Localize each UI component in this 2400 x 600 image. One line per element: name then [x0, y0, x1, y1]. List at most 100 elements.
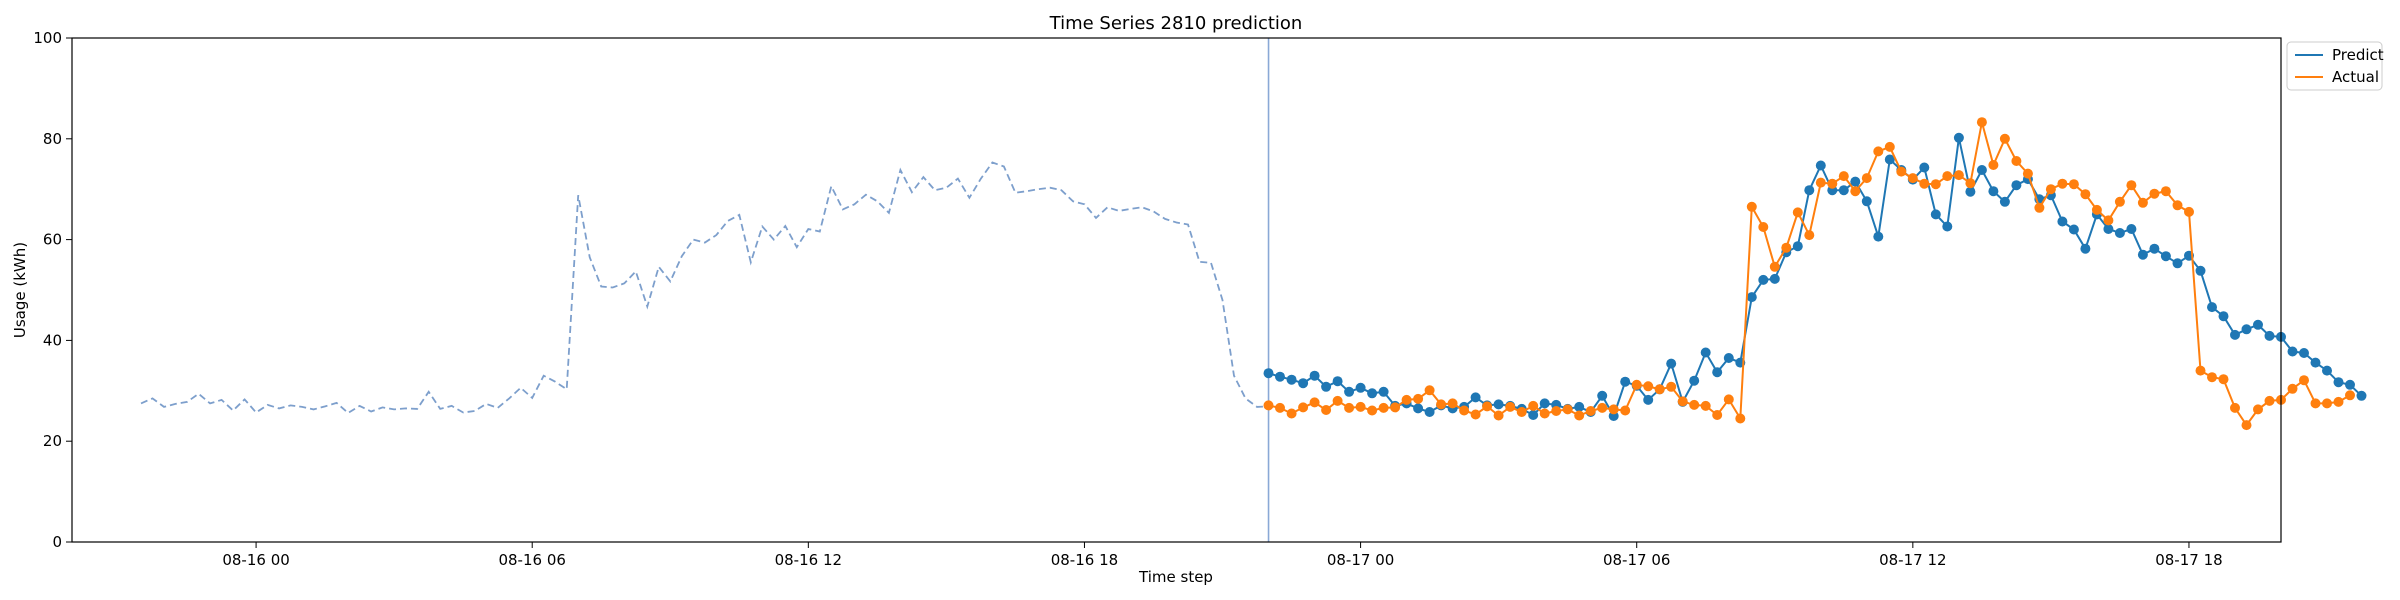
- predict-point: [1723, 353, 1734, 363]
- plot-frame: [71, 37, 2282, 543]
- actual-point: [2011, 156, 2022, 166]
- actual-point: [1723, 394, 1734, 405]
- predict-point: [2333, 377, 2344, 388]
- predict-point: [2149, 243, 2160, 254]
- actual-point: [1988, 160, 1999, 170]
- actual-point: [1953, 170, 1964, 181]
- predict-point: [1286, 374, 1297, 385]
- x-tick-label: 08-17 06: [1603, 551, 1670, 569]
- predict-point: [1930, 209, 1941, 220]
- predict-point: [1792, 241, 1803, 252]
- actual-point: [1815, 177, 1826, 188]
- predict-point: [1700, 347, 1711, 358]
- predict-point: [1413, 403, 1424, 414]
- actual-point: [1781, 242, 1792, 253]
- actual-point: [1746, 201, 1757, 212]
- predict-point: [1953, 132, 1964, 143]
- legend-predict-label: Predict: [2332, 46, 2384, 64]
- actual-point: [1436, 399, 1447, 410]
- actual-point: [2310, 398, 2321, 409]
- actual-point: [1516, 407, 1527, 417]
- predict-point: [1344, 386, 1355, 397]
- predict-point: [2068, 224, 2079, 235]
- predict-point: [1850, 176, 1861, 187]
- predict-point: [1758, 274, 1769, 285]
- predict-point: [2137, 249, 2148, 260]
- actual-point: [1413, 393, 1424, 404]
- predict-point: [2172, 258, 2183, 269]
- predict-point: [2218, 311, 2229, 322]
- predict-point: [1539, 398, 1550, 409]
- y-tick-label: 20: [43, 432, 62, 450]
- actual-point: [1965, 178, 1976, 189]
- actual-point: [1309, 397, 1320, 408]
- actual-point: [1378, 402, 1389, 413]
- predict-point: [1689, 375, 1700, 386]
- actual-point: [1493, 410, 1504, 421]
- predict-point: [1838, 185, 1849, 196]
- actual-point: [2322, 398, 2332, 409]
- predict-point: [2114, 228, 2125, 238]
- actual-point: [2207, 372, 2217, 383]
- actual-point: [1585, 406, 1596, 416]
- predict-point: [1965, 186, 1976, 197]
- predict-point: [1378, 386, 1389, 397]
- actual-point: [2241, 420, 2252, 431]
- actual-point: [2022, 168, 2033, 179]
- actual-point: [1470, 409, 1481, 420]
- actual-point: [1355, 401, 1366, 412]
- x-tick-label: 08-16 18: [1051, 551, 1118, 569]
- predict-point: [2241, 324, 2252, 335]
- predict-point: [2264, 330, 2275, 341]
- x-tick-label: 08-16 12: [775, 551, 842, 569]
- x-axis-title: Time step: [1138, 568, 1213, 586]
- actual-point: [1861, 173, 1872, 184]
- actual-point: [1620, 405, 1631, 416]
- actual-point: [1677, 396, 1688, 407]
- actual-point: [2137, 197, 2148, 208]
- actual-point: [1804, 230, 1815, 241]
- actual-point: [1551, 406, 1562, 416]
- actual-point: [1390, 402, 1401, 413]
- x-tick-label: 08-17 12: [1879, 551, 1946, 569]
- actual-point: [1447, 398, 1458, 409]
- predict-point: [1574, 401, 1585, 412]
- actual-point: [1344, 402, 1355, 413]
- actual-point: [1631, 379, 1642, 390]
- predict-point: [2310, 357, 2321, 368]
- predict-point: [2299, 348, 2309, 358]
- actual-point: [2195, 365, 2206, 376]
- predict-point: [1355, 382, 1366, 393]
- actual-point: [1884, 141, 1895, 152]
- actual-point: [1838, 171, 1849, 182]
- actual-point: [1666, 381, 1677, 392]
- actual-point: [1539, 408, 1550, 419]
- predict-point: [2160, 251, 2171, 262]
- actual-point: [1424, 385, 1435, 396]
- predict-point: [1332, 376, 1343, 387]
- predict-point: [1597, 390, 1608, 401]
- predict-point: [2195, 265, 2206, 276]
- predict-point: [1919, 162, 1930, 173]
- predict-point: [1815, 160, 1826, 171]
- actual-point: [1367, 405, 1378, 416]
- actual-point: [2103, 215, 2114, 226]
- actual-point: [2253, 404, 2263, 415]
- actual-point: [2287, 383, 2298, 394]
- actual-point: [1873, 146, 1884, 157]
- actual-point: [1942, 171, 1953, 182]
- actual-point: [2126, 180, 2137, 191]
- actual-point: [1321, 405, 1332, 415]
- actual-point: [2091, 204, 2102, 215]
- actual-point: [1562, 404, 1573, 415]
- actual-point: [2345, 390, 2355, 401]
- history-line: [140, 161, 1269, 415]
- actual-point: [2160, 186, 2171, 197]
- predict-point: [1942, 221, 1953, 232]
- predict-point: [1263, 368, 1274, 379]
- actual-point: [1597, 402, 1608, 413]
- predict-point: [1666, 358, 1677, 369]
- actual-point: [1482, 401, 1493, 412]
- predict-point: [1367, 388, 1378, 399]
- predict-point: [1528, 410, 1539, 420]
